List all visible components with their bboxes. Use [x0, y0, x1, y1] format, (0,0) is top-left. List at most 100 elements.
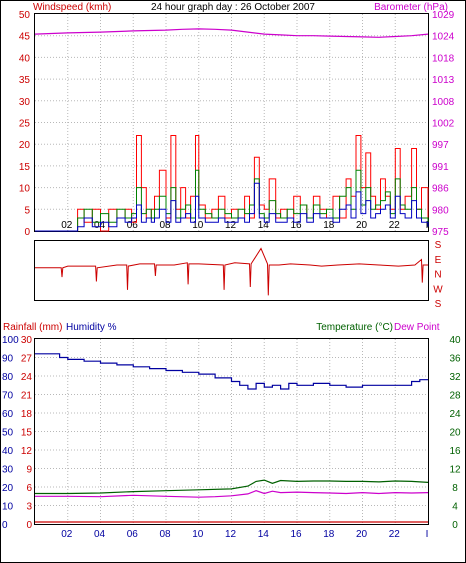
rainfall-tick-label: 3	[26, 502, 32, 513]
x-tick-label: 04	[94, 529, 106, 540]
windspeed-tick-label: 15	[19, 162, 31, 173]
humidity-tick-label: 0	[2, 520, 8, 531]
x-tick-label: 06	[127, 529, 139, 540]
x-tick-label: I	[426, 220, 429, 231]
direction-tick-label: E	[435, 255, 442, 266]
temperature-tick-label: 4	[452, 502, 458, 513]
barometer-tick-label: 1002	[432, 119, 455, 130]
humidity-series-line	[35, 353, 428, 390]
temperature-tick-labels: 0 4 8 12 16 20 24 28 32 36 40	[449, 335, 461, 531]
x-tick-label: 14	[258, 220, 270, 231]
barometer-tick-label: 997	[432, 140, 449, 151]
windspeed-tick-label: 45	[19, 32, 31, 43]
direction-panel-frame	[34, 240, 429, 301]
x-tick-label: 22	[389, 220, 401, 231]
temperature-series-line	[35, 479, 429, 495]
humidity-tick-label: 10	[2, 502, 14, 513]
x-tick-label: 18	[323, 220, 335, 231]
temperature-tick-label: 0	[452, 520, 458, 531]
windspeed-tick-labels: 0 5 10 15 20 25 30 35 40 45 50	[19, 10, 31, 238]
rainfall-tick-labels: 0 3 6 9 12 15 18 21 24 27 30	[21, 335, 33, 531]
temperature-tick-label: 36	[449, 354, 461, 365]
x-tick-label: 16	[290, 220, 302, 231]
wind-series	[34, 28, 429, 232]
windspeed-tick-label: 40	[19, 53, 31, 64]
direction_avg-series-line	[35, 182, 429, 232]
x-tick-label: 06	[127, 220, 139, 231]
temperature-tick-label: 28	[449, 391, 461, 402]
x-tick-label: 02	[61, 529, 73, 540]
x-tick-label: 22	[389, 529, 401, 540]
humidity-tick-labels: 0 10 20 30 40 50 60 70 80 90 100	[2, 335, 19, 531]
barometer-series-line	[34, 28, 429, 38]
temperature-tick-label: 40	[449, 335, 461, 346]
climate-x-tick-labels: 02 04 06 08 10 12 14 16 18 20 22 I	[61, 529, 428, 540]
humidity-tick-label: 50	[2, 428, 14, 439]
barometer-tick-label: 1029	[432, 10, 455, 21]
x-tick-label: I	[426, 529, 429, 540]
windspeed-tick-label: 10	[19, 184, 31, 195]
x-tick-label: 12	[225, 220, 237, 231]
x-tick-label: 10	[192, 220, 204, 231]
barometer-tick-label: 1008	[432, 97, 455, 108]
rainfall-tick-label: 27	[21, 354, 33, 365]
temperature-axis-label: Temperature (°C)	[316, 322, 393, 333]
humidity-tick-label: 80	[2, 372, 14, 383]
x-tick-label: 20	[356, 529, 368, 540]
direction-tick-label: N	[434, 270, 441, 281]
rainfall-tick-label: 6	[26, 483, 32, 494]
rainfall-tick-label: 24	[21, 372, 33, 383]
rainfall-tick-label: 18	[21, 409, 33, 420]
temperature-tick-label: 8	[452, 483, 458, 494]
direction-tick-label: S	[435, 299, 442, 310]
humidity-axis-label: Humidity %	[66, 322, 117, 333]
climate-panel-grid	[35, 339, 428, 524]
barometer-tick-label: 980	[432, 205, 449, 216]
rainfall-tick-label: 12	[21, 446, 33, 457]
x-tick-label: 04	[94, 220, 106, 231]
temperature-tick-label: 24	[449, 409, 461, 420]
windspeed-tick-label: 0	[24, 227, 30, 238]
windspeed-tick-label: 20	[19, 140, 31, 151]
humidity-tick-label: 20	[2, 483, 14, 494]
x-tick-label: 20	[356, 220, 368, 231]
x-tick-label: 08	[159, 220, 171, 231]
windspeed-tick-label: 30	[19, 97, 31, 108]
rainfall-tick-label: 15	[21, 428, 33, 439]
x-tick-label: 02	[61, 220, 73, 231]
temperature-tick-label: 32	[449, 372, 461, 383]
direction-series-line	[35, 247, 428, 296]
direction-series	[35, 247, 428, 296]
wind-x-tick-labels: 02 04 06 08 10 12 14 16 18 20 22 I	[61, 220, 428, 231]
wind-panel-grid	[35, 14, 428, 231]
x-tick-label: 16	[290, 529, 302, 540]
barometer-tick-label: 975	[432, 227, 449, 238]
dew_point-series-line	[35, 490, 429, 498]
windspeed-axis-label: Windspeed (kmh)	[33, 2, 111, 13]
temperature-tick-label: 20	[449, 428, 461, 439]
rainfall-tick-label: 21	[21, 391, 33, 402]
climate-panel-frame	[34, 338, 429, 525]
windspeed-tick-label: 50	[19, 10, 31, 21]
barometer-tick-label: 991	[432, 162, 449, 173]
humidity-tick-label: 60	[2, 409, 14, 420]
chart-title: 24 hour graph day : 26 October 2007	[151, 2, 315, 13]
x-tick-label: 08	[159, 529, 171, 540]
rainfall-tick-label: 0	[26, 520, 32, 531]
barometer-tick-label: 1013	[432, 75, 455, 86]
x-tick-label: 14	[258, 529, 270, 540]
dewpoint-axis-label: Dew Point	[394, 322, 440, 333]
humidity-tick-label: 70	[2, 391, 14, 402]
windspeed-tick-label: 25	[19, 119, 31, 130]
wind-panel-frame	[34, 13, 429, 232]
rainfall-tick-label: 30	[21, 335, 33, 346]
humidity-tick-label: 40	[2, 446, 14, 457]
direction-tick-label: S	[435, 240, 442, 251]
windspeed-tick-label: 5	[24, 205, 30, 216]
temperature-tick-label: 12	[449, 465, 461, 476]
barometer-tick-labels: 975 980 986 991 997 1002 1008 1013 1018 1024 1029	[432, 10, 455, 238]
